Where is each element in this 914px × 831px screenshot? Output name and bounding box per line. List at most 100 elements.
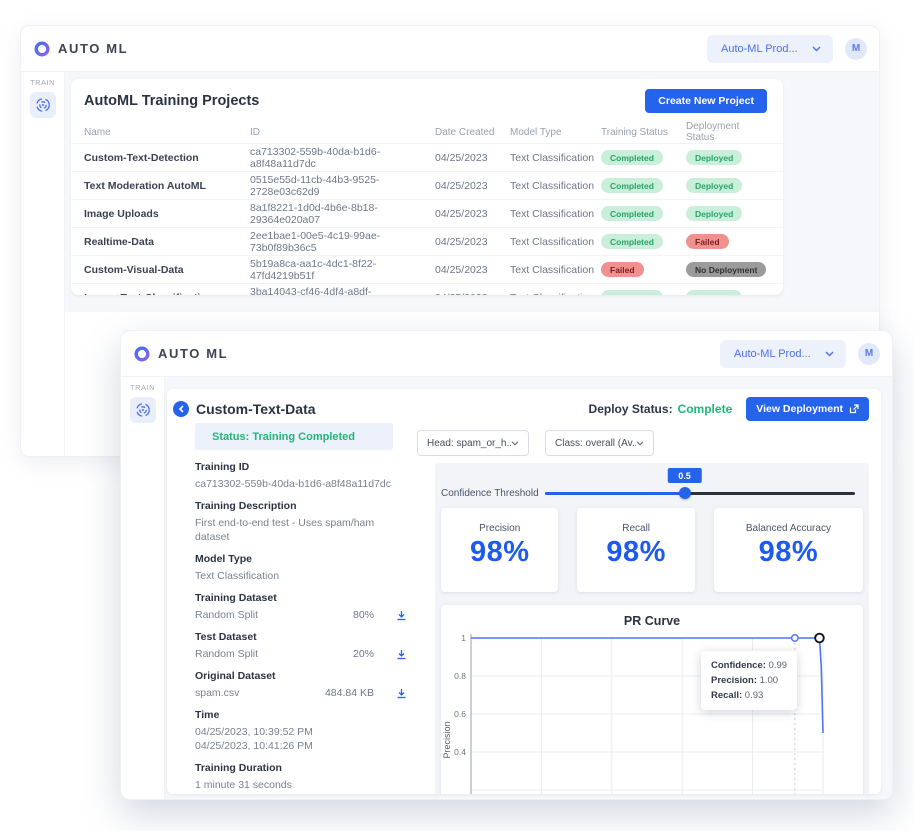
dataset-split-percent: 20% <box>352 648 374 660</box>
project-selector-label: Auto-ML Prod... <box>721 42 798 55</box>
project-date: 04/25/2023 <box>435 292 510 296</box>
download-icon[interactable] <box>396 649 407 660</box>
training-status-badge: Completed <box>601 150 663 165</box>
training-status-badge: Completed <box>601 178 663 193</box>
deploy-status-value: Complete <box>677 402 733 416</box>
class-dropdown[interactable]: Class: overall (Av... <box>545 430 654 456</box>
table-header-row: Name ID Date Created Model Type Training… <box>71 121 783 144</box>
back-button[interactable] <box>173 401 189 417</box>
col-date-created: Date Created <box>435 126 495 138</box>
chart-tooltip: Confidence: 0.99 Precision: 1.00 Recall:… <box>701 651 798 710</box>
training-status-badge: Completed <box>601 234 663 249</box>
deployment-status-badge: No Deployment <box>686 262 767 277</box>
chevron-down-icon <box>812 46 821 51</box>
table-row[interactable]: Realtime-Data 2ee1bae1-00e5-4c19-99ae-73… <box>71 228 783 256</box>
chevron-down-icon <box>825 351 834 356</box>
col-name: Name <box>84 126 111 138</box>
field-time: Time 04/25/2023, 10:39:52 PM 04/25/2023,… <box>195 709 411 753</box>
chevron-left-icon <box>178 405 184 413</box>
head-dropdown[interactable]: Head: spam_or_h... <box>417 430 529 456</box>
avatar[interactable]: M <box>858 342 880 365</box>
chevron-down-icon <box>636 440 644 446</box>
create-new-project-button[interactable]: Create New Project <box>645 89 767 113</box>
pr-curve-card: PR Curve <box>441 605 863 794</box>
selected-data-point-marker[interactable] <box>814 632 825 644</box>
projects-table-card: AutoML Training Projects Create New Proj… <box>71 79 783 295</box>
table-row[interactable]: Text Moderation AutoML 0515e55d-11cb-44b… <box>71 172 783 200</box>
app-logo: AUTO ML <box>34 40 128 57</box>
slider-handle[interactable] <box>678 487 691 499</box>
project-date: 04/25/2023 <box>435 151 488 164</box>
projects-content-area: AutoML Training Projects Create New Proj… <box>65 72 879 312</box>
project-model-type: Text Classification <box>510 151 595 164</box>
field-training-dataset: Training Dataset Random Split 80% <box>195 592 411 622</box>
project-name: Image+Text-Classification <box>84 292 250 296</box>
deployment-status-badge: Deployed <box>686 178 743 193</box>
training-detail-card: Custom-Text-Data Deploy Status: Complete… <box>167 389 881 794</box>
project-selector-dropdown[interactable]: Auto-ML Prod... <box>707 34 833 63</box>
col-deployment-status: Deployment Status <box>686 121 740 143</box>
project-date: 04/25/2023 <box>435 207 488 220</box>
training-detail-window: AUTO ML Auto-ML Prod... M TRAIN <box>120 330 893 800</box>
confidence-threshold-slider[interactable]: 0.5 <box>545 468 855 499</box>
metrics-panel: Confidence Threshold 0.5 Precision 98% <box>435 463 869 794</box>
dataset-file-size: 484.84 KB <box>324 687 374 699</box>
project-date: 04/25/2023 <box>435 179 488 192</box>
y-tick: 1 <box>461 633 466 643</box>
time-end: 04/25/2023, 10:41:26 PM <box>195 740 313 752</box>
field-training-duration: Training Duration 1 minute 31 seconds <box>195 762 292 791</box>
table-row[interactable]: Image Uploads 8a1f8221-1d0d-4b6e-8b18-29… <box>71 200 783 228</box>
training-info-panel: Training ID ca713302-559b-40da-b1d6-a8f4… <box>195 461 411 794</box>
page-title: AutoML Training Projects <box>84 93 260 109</box>
app-logo: AUTO ML <box>134 345 229 362</box>
download-icon[interactable] <box>396 688 407 699</box>
slider-fill <box>545 492 685 495</box>
rail-item-train[interactable] <box>129 397 156 423</box>
table-row[interactable]: Image+Text-Classification 3ba14043-cf46-… <box>71 284 783 295</box>
detail-content-area: Custom-Text-Data Deploy Status: Complete… <box>165 377 892 799</box>
project-selector-dropdown[interactable]: Auto-ML Prod... <box>720 339 846 368</box>
top-nav-bar: AUTO ML Auto-ML Prod... M <box>121 331 892 376</box>
project-name: Realtime-Data <box>84 235 155 248</box>
detail-title: Custom-Text-Data <box>196 401 316 417</box>
avatar[interactable]: M <box>845 37 867 60</box>
logo-ring-icon <box>34 40 50 57</box>
project-name: Text Moderation AutoML <box>84 179 206 192</box>
col-id: ID <box>250 126 260 138</box>
deployment-status-badge: Deployed <box>686 150 743 165</box>
project-id: 0515e55d-11cb-44b3-9525-2728e03c62d9 <box>250 173 380 198</box>
deployment-status-badge: Deployed <box>686 290 743 295</box>
metric-card-balanced-accuracy: Balanced Accuracy 98% <box>713 508 863 592</box>
rail-item-train[interactable] <box>29 92 56 118</box>
deployment-status-badge: Failed <box>686 234 729 249</box>
project-selector-label: Auto-ML Prod... <box>734 347 811 360</box>
rail-train-label: TRAIN <box>130 383 155 392</box>
field-original-dataset: Original Dataset spam.csv 484.84 KB <box>195 670 411 700</box>
metric-card-precision: Precision 98% <box>441 508 559 592</box>
data-point-marker[interactable] <box>790 634 799 642</box>
deployment-status-badge: Deployed <box>686 206 743 221</box>
col-training-status: Training Status <box>601 126 668 138</box>
view-deployment-button[interactable]: View Deployment <box>746 397 869 421</box>
pr-curve-chart: 1 0.8 0.6 0.4 Precision <box>442 632 825 794</box>
project-model-type: Text Classification <box>510 292 601 296</box>
project-model-type: Text Classification <box>510 207 595 220</box>
projects-window: AUTO ML Auto-ML Prod... M TRAIN <box>20 25 880 457</box>
field-test-dataset: Test Dataset Random Split 20% <box>195 631 411 661</box>
field-model-type: Model Type Text Classification <box>195 553 280 582</box>
chart-title: PR Curve <box>623 614 681 628</box>
metric-card-recall: Recall 98% <box>577 508 695 592</box>
project-date: 04/25/2023 <box>435 235 488 248</box>
confidence-threshold-label: Confidence Threshold <box>441 487 539 499</box>
y-tick: 0.8 <box>454 671 466 681</box>
training-status-badge: Completed <box>601 290 663 295</box>
train-spiral-icon <box>35 98 50 112</box>
project-id: 3ba14043-cf46-4df4-a8df-a38584e6b3e2 <box>250 285 372 296</box>
download-icon[interactable] <box>396 610 407 621</box>
project-id: ca713302-559b-40da-b1d6-a8f48a11d7dc <box>250 145 381 170</box>
logo-ring-icon <box>134 345 150 362</box>
logo-text: AUTO ML <box>158 346 229 361</box>
table-row[interactable]: Custom-Visual-Data 5b19a8ca-aa1c-4dc1-8f… <box>71 256 783 284</box>
table-row[interactable]: Custom-Text-Detection ca713302-559b-40da… <box>71 144 783 172</box>
